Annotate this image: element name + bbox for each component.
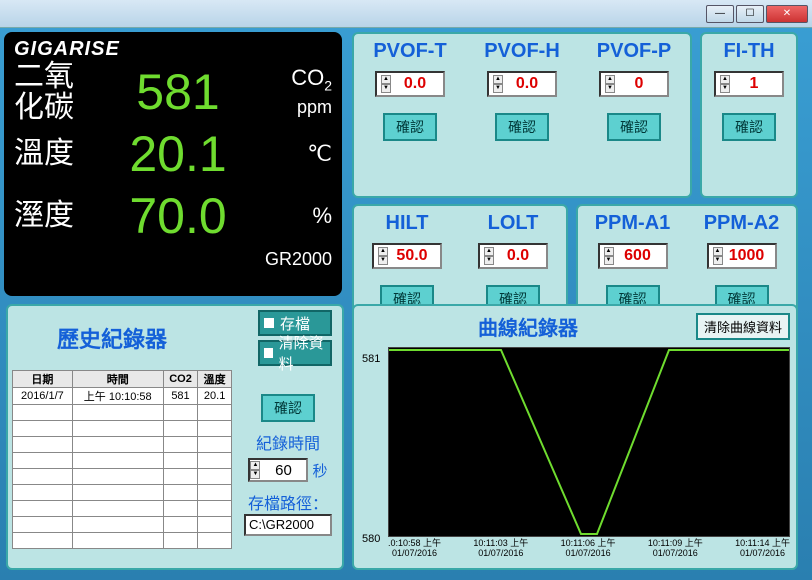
- table-header: 溫度: [198, 371, 232, 388]
- chart-xtick: 10:11:09 上午01/07/2016: [648, 539, 703, 559]
- ppm-a2-input[interactable]: ▲▼ 1000: [707, 243, 777, 269]
- ppm-a1-input[interactable]: ▲▼ 600: [598, 243, 668, 269]
- pvof-h-title: PVOF-H: [484, 40, 560, 63]
- window-titlebar: — ☐ ✕: [0, 0, 812, 28]
- lolt-title: LOLT: [488, 212, 539, 235]
- lolt-value: 0.0: [494, 247, 542, 265]
- live-display-panel: GIGARISE 二氧 化碳 581 CO2 ppm 溫度 20.1 ℃ 溼度 …: [4, 32, 342, 296]
- fi-th-value: 1: [730, 75, 778, 93]
- fi-th-confirm-button[interactable]: 確認: [722, 113, 776, 141]
- spinner-up-icon[interactable]: ▲: [713, 247, 723, 256]
- hilt-input[interactable]: ▲▼ 50.0: [372, 243, 442, 269]
- chart-xtick: 10:11:06 上午01/07/2016: [561, 539, 616, 559]
- table-row: [13, 421, 232, 437]
- pvof-panel: PVOF-T ▲▼ 0.0 確認 PVOF-H ▲▼ 0.0 確認 PVOF-P…: [352, 32, 692, 198]
- ppm-a2-value: 1000: [723, 247, 771, 265]
- pvof-p-value: 0: [615, 75, 663, 93]
- fi-th-input[interactable]: ▲▼ 1: [714, 71, 784, 97]
- temp-label: 溫度: [14, 138, 84, 170]
- brand-logo: GIGARISE: [14, 38, 332, 61]
- chart-panel: 曲線紀錄器 清除曲線資料 581 580 .0:10:58 上午01/07/20…: [352, 304, 798, 570]
- table-row: [13, 501, 232, 517]
- fith-panel: FI-TH ▲▼ 1 確認: [700, 32, 798, 198]
- pvof-p-input[interactable]: ▲▼ 0: [599, 71, 669, 97]
- rec-time-input[interactable]: ▲▼ 60: [248, 458, 308, 482]
- spinner-up-icon[interactable]: ▲: [605, 75, 615, 84]
- table-row: [13, 533, 232, 549]
- ppm-a1-value: 600: [614, 247, 662, 265]
- chart-xtick: 10:11:03 上午01/07/2016: [473, 539, 528, 559]
- chart-xtick: .0:10:58 上午01/07/2016: [388, 539, 441, 559]
- spinner-down-icon[interactable]: ▼: [713, 256, 723, 265]
- co2-label: 二氧 化碳: [14, 61, 84, 124]
- clear-chart-button[interactable]: 清除曲線資料: [696, 313, 790, 340]
- table-header: 時間: [72, 371, 163, 388]
- spinner-up-icon[interactable]: ▲: [720, 75, 730, 84]
- humid-label: 溼度: [14, 200, 84, 232]
- pvof-h-confirm-button[interactable]: 確認: [495, 113, 549, 141]
- pvof-h-input[interactable]: ▲▼ 0.0: [487, 71, 557, 97]
- chart-area: [388, 347, 790, 537]
- temp-unit: ℃: [272, 141, 332, 167]
- co2-unit: CO2 ppm: [272, 65, 332, 119]
- hilt-value: 50.0: [388, 247, 436, 265]
- spinner-down-icon[interactable]: ▼: [720, 84, 730, 93]
- table-row: [13, 405, 232, 421]
- spinner-down-icon[interactable]: ▼: [605, 84, 615, 93]
- table-row: 2016/1/7上午 10:10:5858120.1: [13, 388, 232, 405]
- fi-th-title: FI-TH: [723, 40, 774, 63]
- temp-value: 20.1: [84, 125, 272, 183]
- model-label: GR2000: [14, 249, 332, 270]
- spinner-up-icon[interactable]: ▲: [381, 75, 391, 84]
- rec-time-label: 紀錄時間: [256, 430, 320, 454]
- spinner-down-icon[interactable]: ▼: [484, 256, 494, 265]
- table-row: [13, 517, 232, 533]
- window-minimize-button[interactable]: —: [706, 5, 734, 23]
- hilt-title: HILT: [386, 212, 429, 235]
- spinner-up-icon[interactable]: ▲: [604, 247, 614, 256]
- window-maximize-button[interactable]: ☐: [736, 5, 764, 23]
- table-row: [13, 453, 232, 469]
- pvof-p-confirm-button[interactable]: 確認: [607, 113, 661, 141]
- path-input[interactable]: C:\GR2000: [244, 514, 332, 536]
- spinner-down-icon[interactable]: ▼: [250, 470, 260, 479]
- co2-value: 581: [84, 63, 272, 121]
- history-confirm-button[interactable]: 確認: [261, 394, 315, 422]
- table-row: [13, 437, 232, 453]
- table-header: CO2: [163, 371, 198, 388]
- spinner-up-icon[interactable]: ▲: [493, 75, 503, 84]
- spinner-down-icon[interactable]: ▼: [604, 256, 614, 265]
- table-header: 日期: [13, 371, 73, 388]
- clear-data-button[interactable]: 清除資料: [258, 340, 332, 366]
- chart-title: 曲線紀錄器: [360, 312, 696, 341]
- lolt-input[interactable]: ▲▼ 0.0: [478, 243, 548, 269]
- spinner-down-icon[interactable]: ▼: [493, 84, 503, 93]
- pvof-h-value: 0.0: [503, 75, 551, 93]
- table-row: [13, 469, 232, 485]
- rec-time-unit: 秒: [312, 460, 327, 481]
- pvof-t-confirm-button[interactable]: 確認: [383, 113, 437, 141]
- chart-xtick: 10:11:14 上午01/07/2016: [735, 539, 790, 559]
- history-title: 歷史紀錄器: [12, 322, 212, 354]
- history-panel: 歷史紀錄器 存檔 清除資料 日期時間CO2溫度 2016/1/7上午 10:10…: [6, 304, 344, 570]
- table-row: [13, 485, 232, 501]
- ppm-a1-title: PPM-A1: [595, 212, 671, 235]
- pvof-t-title: PVOF-T: [373, 40, 446, 63]
- chart-ymin: 580: [362, 533, 380, 545]
- chart-ymax: 581: [362, 353, 380, 365]
- spinner-up-icon[interactable]: ▲: [378, 247, 388, 256]
- window-close-button[interactable]: ✕: [766, 5, 808, 23]
- spinner-up-icon[interactable]: ▲: [250, 461, 260, 470]
- pvof-t-input[interactable]: ▲▼ 0.0: [375, 71, 445, 97]
- humid-unit: %: [272, 203, 332, 229]
- spinner-down-icon[interactable]: ▼: [378, 256, 388, 265]
- ppm-a2-title: PPM-A2: [704, 212, 780, 235]
- spinner-down-icon[interactable]: ▼: [381, 84, 391, 93]
- spinner-up-icon[interactable]: ▲: [484, 247, 494, 256]
- pvof-t-value: 0.0: [391, 75, 439, 93]
- humid-value: 70.0: [84, 187, 272, 245]
- pvof-p-title: PVOF-P: [597, 40, 671, 63]
- history-table: 日期時間CO2溫度 2016/1/7上午 10:10:5858120.1: [12, 370, 232, 549]
- path-label: 存檔路徑：: [248, 490, 328, 514]
